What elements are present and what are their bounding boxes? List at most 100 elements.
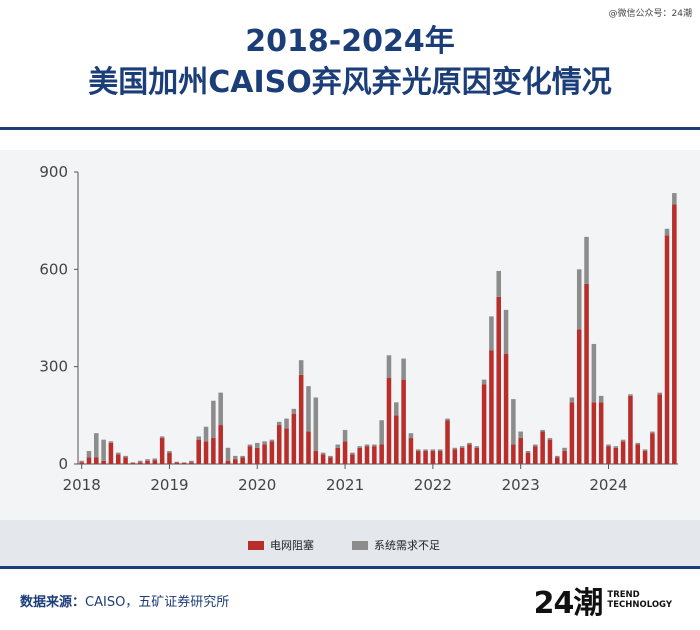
- bar-congestion: [481, 384, 487, 464]
- bar-congestion: [445, 420, 450, 464]
- bar-oversupply: [167, 451, 172, 453]
- bar-congestion: [233, 459, 238, 464]
- bar-congestion: [408, 438, 414, 464]
- bar-oversupply: [606, 444, 611, 447]
- bar-congestion: [533, 446, 538, 464]
- bar-congestion: [386, 378, 392, 464]
- bar-oversupply: [598, 395, 604, 403]
- bar-oversupply: [547, 438, 553, 440]
- bar-congestion: [650, 433, 655, 464]
- bar-congestion: [518, 438, 523, 464]
- bar-congestion: [101, 460, 106, 464]
- watermark: @微信公众号：24潮: [608, 9, 692, 19]
- bar-oversupply: [137, 460, 143, 463]
- bar-congestion: [555, 457, 560, 464]
- bar-congestion: [635, 444, 641, 464]
- bar-congestion: [306, 431, 311, 464]
- bar-oversupply: [613, 446, 619, 448]
- bar-congestion: [562, 451, 567, 464]
- bar-oversupply: [642, 449, 648, 452]
- bar-oversupply: [591, 343, 597, 403]
- bar-oversupply: [196, 436, 201, 440]
- bar-oversupply: [518, 431, 523, 439]
- bar-congestion: [123, 457, 128, 464]
- bar-oversupply: [320, 452, 326, 455]
- bar-oversupply: [415, 449, 421, 452]
- bar-oversupply: [525, 451, 531, 453]
- bar-congestion: [328, 457, 333, 464]
- x-tick-label: 2019: [150, 476, 188, 494]
- source-label: 数据来源：: [20, 595, 86, 610]
- stacked-bar-chart: 0 300 600 900 2018 2019 2020 2021 2022 2023 2024: [39, 163, 678, 494]
- bar-congestion: [598, 402, 604, 464]
- bar-oversupply: [394, 402, 399, 416]
- bar-congestion: [320, 454, 326, 464]
- bar-congestion: [203, 441, 209, 464]
- bar-congestion: [525, 452, 531, 464]
- bar-congestion: [584, 283, 589, 464]
- title-divider: [0, 127, 700, 130]
- bar-oversupply: [181, 462, 187, 464]
- bar-oversupply: [211, 400, 216, 439]
- bar-oversupply: [562, 447, 567, 452]
- bar-oversupply: [452, 447, 458, 450]
- bar-congestion: [569, 402, 575, 464]
- y-tick-label: 0: [58, 455, 68, 473]
- bar-oversupply: [584, 236, 589, 284]
- bar-oversupply: [152, 458, 158, 461]
- bar-congestion: [672, 204, 677, 464]
- bar-oversupply: [474, 446, 480, 448]
- bar-oversupply: [298, 360, 304, 375]
- y-tick-label: 600: [39, 260, 68, 278]
- bar-oversupply: [620, 439, 626, 442]
- bar-oversupply: [481, 379, 487, 385]
- bar-oversupply: [174, 461, 180, 463]
- bar-oversupply: [313, 397, 319, 452]
- bar-oversupply: [467, 442, 472, 445]
- bar-congestion: [189, 462, 194, 464]
- bar-congestion: [196, 439, 201, 464]
- bar-oversupply: [533, 444, 538, 447]
- bar-congestion: [606, 446, 611, 464]
- data-source: 数据来源：CAISO，五矿证券研究所: [20, 591, 229, 610]
- bar-oversupply: [496, 270, 501, 297]
- bar-oversupply: [364, 444, 370, 447]
- bar-oversupply: [115, 452, 121, 455]
- bar-congestion: [540, 431, 545, 464]
- bar-oversupply: [123, 455, 128, 458]
- bar-congestion: [437, 451, 443, 464]
- bar-congestion: [255, 447, 260, 464]
- bar-oversupply: [269, 439, 275, 442]
- bar-oversupply: [357, 446, 362, 448]
- bar-oversupply: [445, 418, 450, 421]
- bar-oversupply: [159, 436, 165, 439]
- bar-congestion: [430, 451, 436, 464]
- bar-oversupply: [408, 433, 414, 439]
- legend-label-congestion: 电网阻塞: [270, 539, 314, 552]
- bar-congestion: [247, 446, 253, 464]
- bar-congestion: [642, 451, 648, 464]
- bar-congestion: [547, 439, 553, 464]
- bar-oversupply: [276, 421, 282, 426]
- bar-congestion: [467, 444, 472, 464]
- bar-congestion: [262, 444, 267, 464]
- y-tick-label: 900: [39, 163, 68, 181]
- bar-congestion: [394, 415, 399, 464]
- legend-item-congestion: 电网阻塞: [248, 537, 314, 553]
- bar-congestion: [664, 235, 670, 464]
- bar-oversupply: [635, 442, 641, 445]
- bar-congestion: [79, 462, 84, 464]
- bar-congestion: [511, 444, 516, 464]
- bar-congestion: [620, 441, 626, 464]
- bar-congestion: [115, 454, 121, 464]
- bar-oversupply: [489, 316, 494, 351]
- bar-oversupply: [379, 420, 384, 445]
- bar-oversupply: [657, 392, 662, 395]
- bar-congestion: [225, 460, 231, 464]
- bar-congestion: [459, 447, 465, 464]
- bar-congestion: [335, 447, 341, 464]
- bar-oversupply: [628, 394, 633, 396]
- bar-oversupply: [145, 459, 150, 461]
- bar-congestion: [503, 353, 509, 464]
- bar-congestion: [364, 446, 370, 464]
